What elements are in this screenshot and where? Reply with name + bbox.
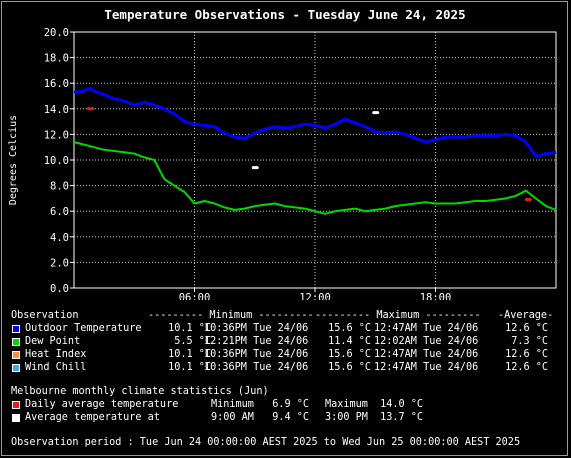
marker-1 bbox=[524, 198, 532, 202]
climate-name: Average temperature at bbox=[25, 412, 160, 423]
climate-markers bbox=[87, 107, 532, 202]
legend-max-time: 12:47AM Tue 24/06 bbox=[374, 349, 479, 360]
temperature-chart: Temperature Observations - Tuesday June … bbox=[8, 7, 557, 300]
y-tick-label-1: 2.0 bbox=[50, 257, 69, 269]
legend-avg: 12.6 °C bbox=[505, 349, 548, 360]
legend-max-time: 12:47AM Tue 24/06 bbox=[374, 323, 479, 334]
legend-avg: 12.6 °C bbox=[505, 323, 548, 334]
header-observation: Observation bbox=[11, 310, 79, 321]
y-tick-label-9: 18.0 bbox=[44, 53, 69, 65]
legend-max: 11.4 °C bbox=[328, 336, 371, 347]
marker-3 bbox=[372, 111, 380, 115]
observation-period: Observation period : Tue Jun 24 00:00:00… bbox=[11, 437, 521, 448]
legend-min-time: 10:36PM Tue 24/06 bbox=[204, 323, 309, 334]
y-tick-label-8: 16.0 bbox=[44, 78, 69, 90]
legend-max-time: 12:47AM Tue 24/06 bbox=[374, 362, 479, 373]
legend-min: 10.1 °C bbox=[168, 362, 211, 373]
header-maximum: --------- Maximum --------- bbox=[315, 310, 481, 321]
marker-2 bbox=[251, 166, 259, 170]
climate-name: Daily average temperature bbox=[25, 399, 179, 410]
x-tick-label-2: 18:00 bbox=[420, 292, 452, 300]
legend-min-time: 10:36PM Tue 24/06 bbox=[204, 349, 309, 360]
legend-min-time: 10:36PM Tue 24/06 bbox=[204, 362, 309, 373]
legend-swatch bbox=[12, 325, 20, 333]
y-tick-label-5: 10.0 bbox=[44, 155, 69, 167]
header-average: -Average- bbox=[498, 310, 554, 321]
climate-swatch bbox=[12, 414, 20, 422]
legend-min: 10.1 °C bbox=[168, 323, 211, 334]
legend-name: Outdoor Temperature bbox=[25, 323, 142, 334]
climate-row: Average temperature at 9:00 AM 9.4 °C 3:00 … bbox=[11, 411, 561, 424]
legend-max-time: 12:02AM Tue 24/06 bbox=[374, 336, 479, 347]
legend-header: Observation --------- Minimum --------- … bbox=[11, 309, 561, 322]
climate-value-2: 14.0 °C bbox=[380, 399, 423, 410]
legend-row: Dew Point 5.5 °C 12:21PM Tue 24/06 11.4 °C 1… bbox=[11, 335, 561, 348]
legend-row: Heat Index 10.1 °C 10:36PM Tue 24/06 15.6 °… bbox=[11, 348, 561, 361]
marker-0 bbox=[87, 107, 95, 111]
climate-swatch bbox=[12, 401, 20, 409]
legend-max: 15.6 °C bbox=[328, 349, 371, 360]
climate-value-1: 9.4 °C bbox=[272, 412, 309, 423]
series-line-dew-point bbox=[73, 141, 557, 215]
y-tick-label-0: 0.0 bbox=[50, 283, 69, 295]
legend-avg: 7.3 °C bbox=[511, 336, 548, 347]
x-tick-labels: 06:00 12:00 18:00 bbox=[179, 288, 452, 300]
legend-min: 5.5 °C bbox=[174, 336, 211, 347]
legend-swatch bbox=[12, 338, 20, 346]
climate-value-1: 6.9 °C bbox=[272, 399, 309, 410]
y-tick-labels: 0.0 2.0 4.0 6.0 8.0 10.0 12.0 14.0 16.0 18.0 20.0 bbox=[44, 27, 74, 295]
legend-avg: 12.6 °C bbox=[505, 362, 548, 373]
legend-max: 15.6 °C bbox=[328, 323, 371, 334]
x-tick-label-1: 12:00 bbox=[299, 292, 331, 300]
legend-name: Dew Point bbox=[25, 336, 81, 347]
climate-label-1: Minimum bbox=[211, 399, 254, 410]
climate-value-2: 13.7 °C bbox=[380, 412, 423, 423]
legend-min: 10.1 °C bbox=[168, 349, 211, 360]
climate-title: Melbourne monthly climate statistics (Ju… bbox=[11, 386, 269, 397]
y-tick-label-10: 20.0 bbox=[44, 27, 69, 39]
legend-name: Heat Index bbox=[25, 349, 87, 360]
legend-swatch bbox=[12, 364, 20, 372]
legend-min-time: 12:21PM Tue 24/06 bbox=[204, 336, 309, 347]
climate-label-1: 9:00 AM bbox=[211, 412, 254, 423]
y-tick-label-3: 6.0 bbox=[50, 206, 69, 218]
legend: Observation --------- Minimum --------- … bbox=[11, 309, 561, 454]
series-lines bbox=[73, 86, 557, 215]
climate-label-2: Maximum bbox=[325, 399, 368, 410]
header-minimum: --------- Minimum --------- bbox=[148, 310, 314, 321]
legend-name: Wind Chill bbox=[25, 362, 87, 373]
y-tick-label-7: 14.0 bbox=[44, 104, 69, 116]
climate-label-2: 3:00 PM bbox=[325, 412, 368, 423]
x-tick-label-0: 06:00 bbox=[179, 292, 211, 300]
y-tick-label-6: 12.0 bbox=[44, 129, 69, 141]
y-tick-label-4: 8.0 bbox=[50, 181, 69, 193]
y-axis-label: Degrees Celcius bbox=[8, 115, 19, 205]
legend-row: Outdoor Temperature 10.1 °C 10:36PM Tue 24… bbox=[11, 322, 561, 335]
climate-row: Daily average temperature Minimum 6.9 °C Ma… bbox=[11, 398, 561, 411]
chart-title: Temperature Observations - Tuesday June … bbox=[104, 7, 465, 22]
legend-max: 15.6 °C bbox=[328, 362, 371, 373]
legend-row: Wind Chill 10.1 °C 10:36PM Tue 24/06 15.6 °… bbox=[11, 361, 561, 374]
y-tick-label-2: 4.0 bbox=[50, 232, 69, 244]
legend-swatch bbox=[12, 351, 20, 359]
series-line-outdoor-temperature bbox=[73, 86, 557, 158]
